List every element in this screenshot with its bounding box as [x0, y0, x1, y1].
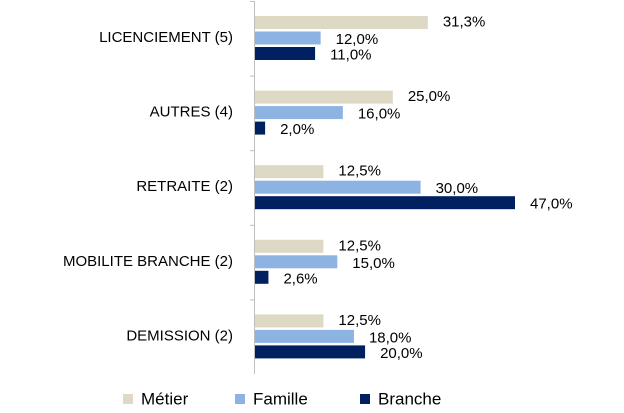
bar [255, 165, 324, 179]
bar [255, 270, 269, 284]
bar [255, 329, 354, 343]
legend-swatch [360, 394, 370, 404]
value-label: 47,0% [530, 196, 573, 213]
value-label: 31,3% [443, 13, 486, 30]
category-label: DEMISSION (2) [126, 327, 233, 344]
bar [255, 121, 266, 135]
bar [255, 16, 428, 29]
value-label: 15,0% [352, 255, 395, 272]
bar [255, 106, 343, 120]
bar [255, 255, 338, 269]
category-label: RETRAITE (2) [136, 178, 233, 195]
bar [255, 196, 515, 210]
legend-label: Famille [253, 389, 308, 408]
value-label: 25,0% [408, 88, 451, 105]
value-label: 12,5% [338, 237, 381, 254]
legend-swatch [123, 394, 133, 404]
bar [255, 180, 421, 194]
value-label: 12,0% [336, 31, 379, 48]
value-label: 20,0% [380, 345, 423, 362]
bar [255, 47, 316, 60]
value-label: 2,6% [283, 270, 317, 287]
legend-label: Branche [378, 389, 441, 408]
category-label: MOBILITE BRANCHE (2) [63, 253, 233, 270]
legend-swatch [235, 394, 245, 404]
category-label: AUTRES (4) [150, 104, 233, 121]
bar [255, 90, 393, 104]
bar [255, 239, 324, 253]
category-label: LICENCIEMENT (5) [99, 29, 233, 46]
bar [255, 345, 366, 359]
value-label: 16,0% [358, 106, 401, 123]
bar [255, 31, 321, 45]
value-label: 18,0% [369, 329, 412, 346]
value-label: 11,0% [330, 46, 371, 63]
value-label: 30,0% [436, 180, 479, 197]
value-label: 12,5% [338, 163, 381, 180]
legend-label: Métier [141, 389, 189, 408]
bar [255, 314, 324, 328]
value-label: 2,0% [280, 121, 314, 138]
value-label: 12,5% [338, 312, 381, 329]
